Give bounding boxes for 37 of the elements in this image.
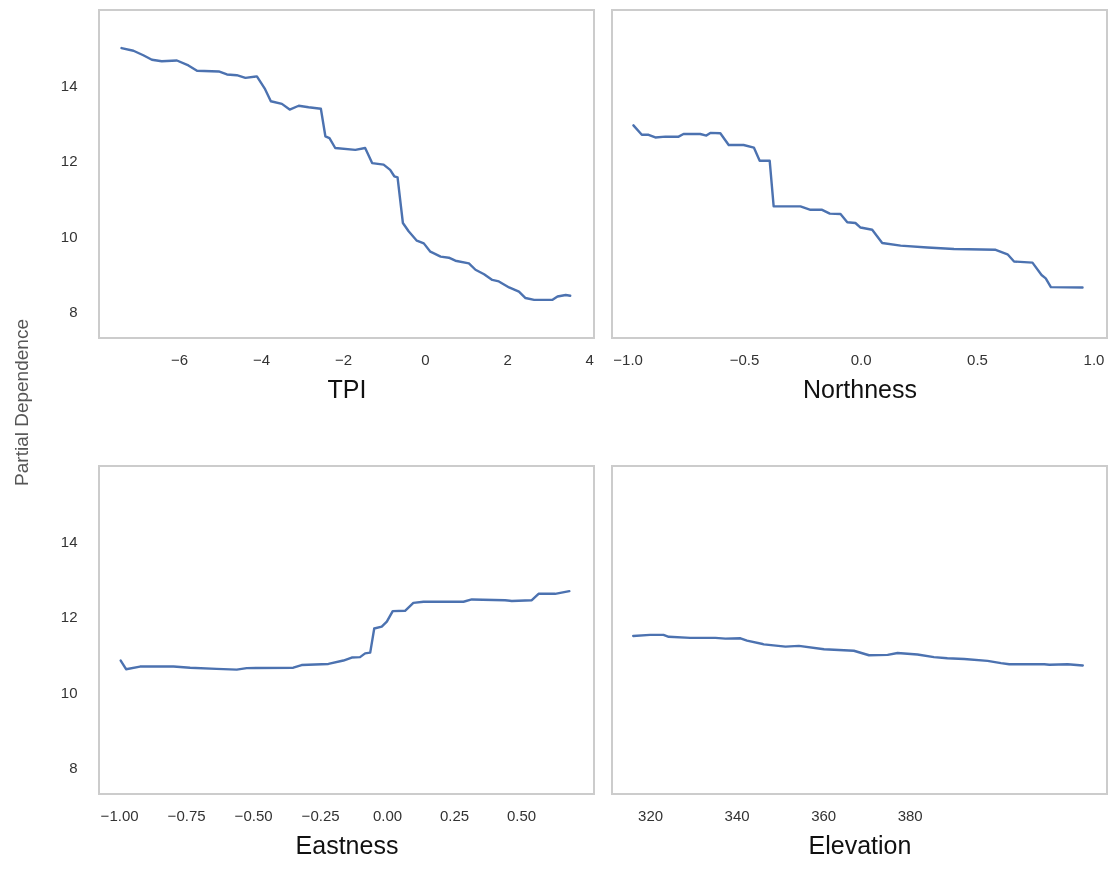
x-axis-title: Northness — [803, 374, 917, 403]
x-tick-label: 0.5 — [967, 350, 988, 368]
x-tick-label: 320 — [638, 806, 664, 824]
x-tick-label: −1.00 — [100, 806, 139, 824]
x-tick-label: 380 — [897, 806, 923, 824]
x-tick-label: 0.0 — [850, 350, 872, 368]
y-tick-label: 14 — [60, 76, 78, 94]
x-tick-label: 1.0 — [1083, 350, 1105, 368]
y-tick-label: 10 — [60, 227, 78, 245]
x-tick-label: 2 — [503, 350, 512, 368]
line-series — [120, 46, 572, 302]
x-tick-label: −0.75 — [167, 806, 206, 824]
y-tick-label: 8 — [69, 303, 78, 321]
x-axis-title: TPI — [327, 374, 367, 403]
x-axis-title: Elevation — [808, 830, 912, 859]
y-tick-label: 10 — [60, 683, 78, 701]
x-tick-label: 340 — [724, 806, 750, 824]
x-tick-label: −6 — [170, 350, 189, 368]
x-tick-label: −2 — [334, 350, 353, 368]
y-tick-label: 12 — [60, 608, 78, 626]
x-tick-label: −0.25 — [301, 806, 340, 824]
line-series — [119, 589, 571, 671]
x-tick-label: 0.50 — [507, 806, 537, 824]
x-tick-label: 360 — [811, 806, 837, 824]
x-tick-label: −1.0 — [613, 350, 643, 368]
y-tick-label: 8 — [69, 759, 78, 777]
x-axis-title: Eastness — [295, 830, 399, 859]
y-tick-label: 14 — [60, 532, 78, 550]
x-tick-label: −4 — [252, 350, 271, 368]
y-axis-title: Partial Dependence — [10, 319, 32, 486]
x-tick-label: 0 — [421, 350, 430, 368]
x-tick-label: −0.50 — [234, 806, 273, 824]
x-tick-label: 0.00 — [373, 806, 403, 824]
x-tick-label: 4 — [585, 350, 594, 368]
x-tick-label: −0.5 — [729, 350, 760, 368]
x-tick-label: 0.25 — [440, 806, 470, 824]
y-tick-label: 12 — [60, 152, 78, 170]
